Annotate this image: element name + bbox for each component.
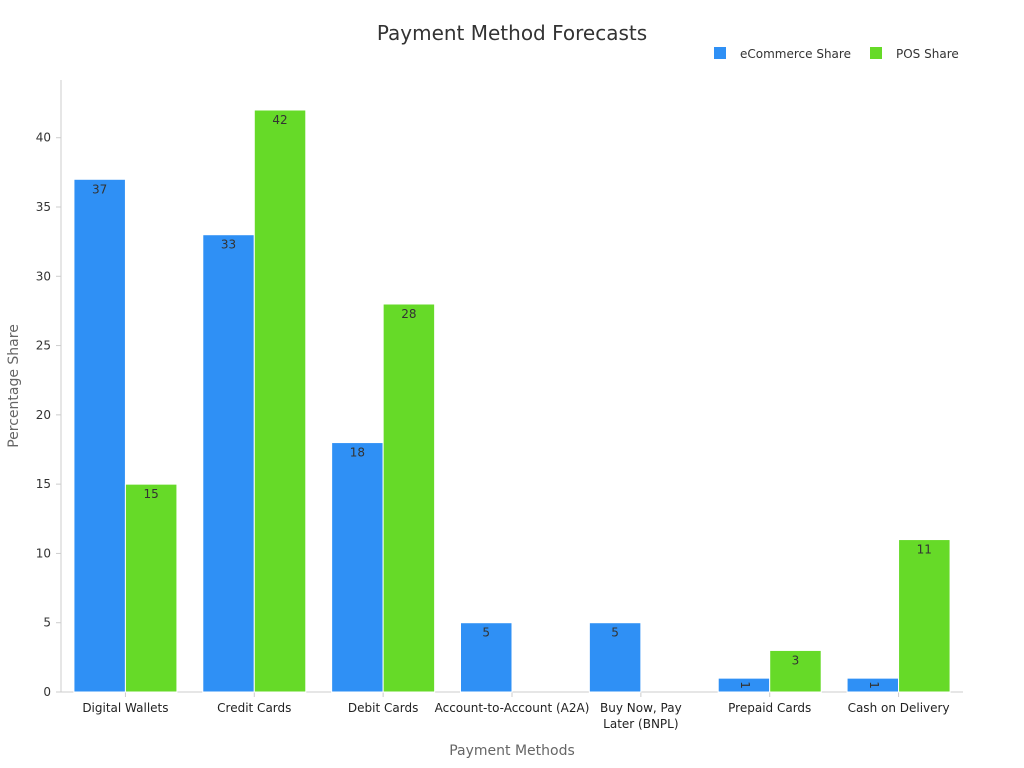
legend-swatch [714, 47, 726, 59]
x-axis-title: Payment Methods [449, 743, 575, 759]
y-tick-label: 10 [36, 546, 51, 560]
x-tick-label: Account-to-Account (A2A) [435, 701, 590, 715]
y-tick-label: 0 [43, 685, 51, 699]
bar [73, 178, 126, 693]
y-tick-label: 40 [36, 131, 51, 145]
y-axis-title: Percentage Share [6, 324, 22, 448]
y-tick-label: 35 [36, 200, 51, 214]
bar-label: 15 [144, 487, 159, 501]
bar [460, 622, 513, 693]
bar-label: 18 [350, 446, 365, 460]
x-tick-label: Cash on Delivery [848, 701, 950, 715]
y-tick-label: 30 [36, 269, 51, 283]
legend-label: eCommerce Share [740, 47, 851, 61]
bar-label: 1 [738, 681, 752, 689]
legend: eCommerce Share POS Share [714, 47, 959, 61]
x-tick-label: Debit Cards [348, 701, 418, 715]
bar [124, 483, 178, 693]
bar-label: 3 [792, 653, 800, 667]
x-tick-label: Buy Now, Pay Later (BNPL) [600, 701, 682, 731]
bar-label: 5 [611, 626, 619, 640]
y-tick-label: 5 [43, 616, 51, 630]
bar [588, 622, 642, 693]
bar-label: 33 [221, 238, 236, 252]
x-tick-label: Digital Wallets [82, 701, 168, 715]
bar [202, 234, 255, 693]
y-tick-label: 25 [36, 339, 51, 353]
bar [898, 539, 951, 693]
legend-swatch [870, 47, 882, 59]
x-tick-label: Credit Cards [217, 701, 291, 715]
legend-label: POS Share [896, 47, 959, 61]
chart-title: Payment Method Forecasts [377, 21, 647, 45]
bar-label: 37 [92, 182, 107, 196]
bar [769, 649, 822, 693]
bar [253, 109, 307, 693]
y-tick-label: 15 [36, 477, 51, 491]
y-axis: 0 5 10 15 20 25 30 35 40 [36, 80, 62, 699]
bar-label: 42 [272, 113, 287, 127]
bar [382, 303, 436, 693]
x-axis: Digital Wallets Credit Cards Debit Cards Ac… [61, 691, 963, 731]
x-tick-label: Prepaid Cards [728, 701, 811, 715]
bar-label: 5 [482, 626, 490, 640]
y-tick-label: 20 [36, 408, 51, 422]
bar-label: 11 [917, 543, 932, 557]
bar [331, 442, 384, 693]
bar-label: 28 [401, 307, 416, 321]
bar-label: 1 [867, 681, 881, 689]
